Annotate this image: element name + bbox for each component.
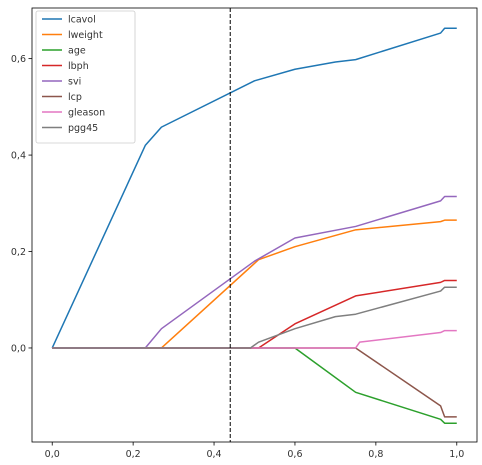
series-line-gleason	[52, 329, 457, 349]
legend-label-svi: svi	[68, 77, 81, 88]
axes: 0,0 0,2 0,4 0,6 0,8 1,0 0,0 0,2 0,4 0,6	[11, 7, 478, 460]
y-tick-label: 0,0	[11, 343, 26, 354]
plot-area	[51, 8, 457, 442]
legend: lcavol lweight age lbph svi lcp gleason pgg45	[35, 10, 136, 144]
series-line-age	[52, 347, 457, 424]
x-tick-label: 1,0	[449, 449, 464, 460]
legend-label-gleason: gleason	[68, 108, 105, 119]
legend-label-lcp: lcp	[68, 92, 82, 103]
legend-label-lbph: lbph	[68, 61, 89, 72]
legend-box	[35, 10, 136, 144]
y-tick-label: 0,4	[11, 151, 26, 162]
x-tick-label: 0,6	[287, 449, 302, 460]
x-tick-label: 0,2	[126, 449, 141, 460]
legend-label-lweight: lweight	[68, 30, 103, 41]
x-tick-label: 0,8	[368, 449, 383, 460]
series-line-pgg45	[52, 286, 457, 349]
series-line-lcavol	[51, 27, 457, 349]
legend-label-lcavol: lcavol	[68, 15, 96, 26]
y-tick-label: 0,2	[11, 247, 26, 258]
axes-frame	[31, 7, 478, 443]
x-tick-label: 0,0	[45, 449, 60, 460]
series-line-lweight	[52, 219, 457, 349]
x-tick-label: 0,4	[206, 449, 221, 460]
series-line-lcp	[52, 347, 457, 418]
legend-label-pgg45: pgg45	[68, 123, 98, 134]
series-line-svi	[52, 195, 457, 349]
y-tick-label: 0,6	[11, 54, 26, 65]
legend-label-age: age	[68, 46, 86, 57]
